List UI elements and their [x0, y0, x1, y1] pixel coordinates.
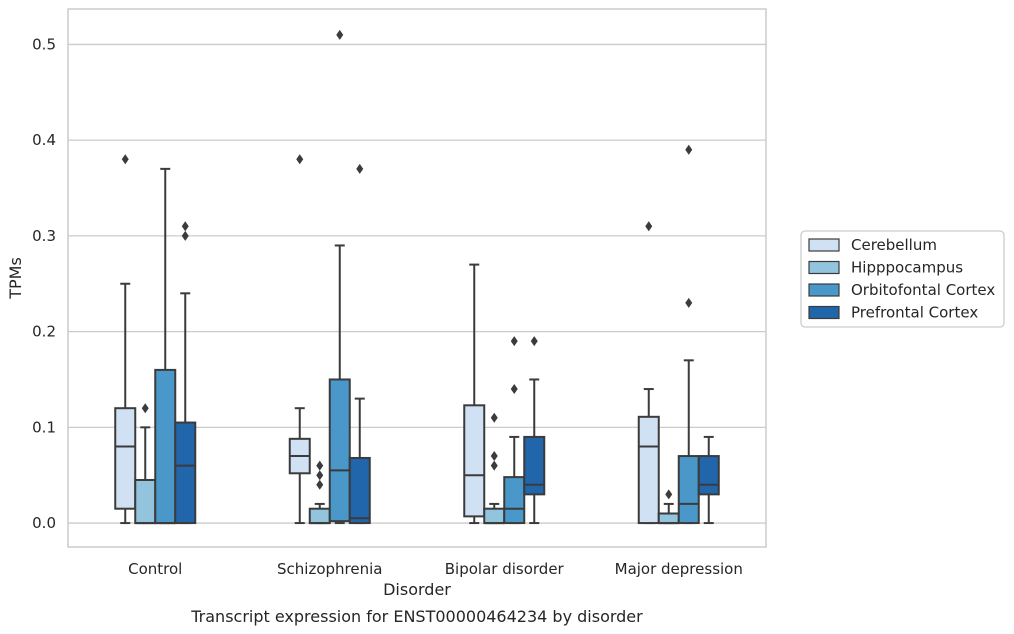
box-group	[697, 435, 720, 525]
x-axis-label: Disorder	[383, 580, 451, 599]
box-iqr	[523, 435, 546, 496]
x-tick-labels: Control Schizophrenia Bipolar disorder Majo…	[128, 560, 743, 578]
box-group	[348, 163, 371, 525]
outlier-point	[316, 470, 324, 481]
outlier-point	[665, 489, 673, 500]
box-iqr	[174, 421, 197, 525]
legend-swatch	[808, 283, 840, 297]
outlier-point	[181, 230, 189, 241]
legend: Cerebellum Hipppocampus Orbitofontal Corte…	[800, 230, 1005, 328]
box-group	[503, 336, 526, 525]
plot-area-frame	[67, 8, 767, 548]
outlier-point	[336, 29, 344, 40]
y-axis-label: TPMs	[6, 257, 25, 300]
y-tick-label: 0.2	[32, 323, 56, 341]
outlier-point	[356, 163, 364, 174]
box-iqr	[657, 512, 680, 525]
box-group	[288, 154, 311, 525]
box-group	[637, 221, 660, 525]
outlier-point	[490, 412, 498, 423]
box-iqr	[463, 404, 486, 518]
outlier-point	[510, 384, 518, 395]
box-iqr	[697, 455, 720, 496]
box-iqr	[308, 507, 331, 525]
x-tick-label: Control	[128, 560, 182, 578]
y-tick-label: 0.4	[32, 131, 56, 149]
box-group	[114, 154, 137, 525]
outlier-point	[490, 460, 498, 471]
box-group	[523, 336, 546, 525]
legend-label: Orbitofontal Cortex	[851, 281, 995, 299]
box-group	[134, 403, 157, 525]
x-tick-label: Schizophrenia	[277, 560, 382, 578]
outlier-point	[530, 336, 538, 347]
boxes	[114, 29, 720, 525]
outlier-point	[316, 460, 324, 471]
outlier-point	[490, 451, 498, 462]
outlier-point	[316, 479, 324, 490]
outlier-point	[645, 221, 653, 232]
outlier-point	[121, 154, 129, 165]
outlier-point	[181, 221, 189, 232]
box-iqr	[134, 478, 157, 525]
y-tick-label: 0.0	[32, 514, 56, 532]
legend-label: Cerebellum	[851, 236, 937, 254]
box-group	[154, 167, 177, 525]
outlier-point	[685, 297, 693, 308]
box-iqr	[114, 407, 137, 510]
legend-swatch	[808, 260, 840, 275]
y-tick-label: 0.5	[32, 35, 56, 53]
legend-frame	[800, 230, 1005, 328]
y-tick-labels: 0.0 0.1 0.2 0.3 0.4 0.5	[32, 35, 56, 532]
box-iqr	[503, 476, 526, 525]
outlier-point	[510, 336, 518, 347]
box-group	[328, 29, 351, 525]
y-tick-label: 0.1	[32, 418, 56, 436]
box-group	[308, 460, 331, 525]
legend-swatch	[808, 305, 840, 320]
box-iqr	[677, 455, 700, 525]
x-tick-label: Bipolar disorder	[445, 560, 565, 578]
outlier-point	[296, 154, 304, 165]
outlier-point	[141, 403, 149, 414]
box-iqr	[483, 507, 506, 525]
legend-swatch	[808, 238, 840, 252]
legend-label: Prefrontal Cortex	[851, 304, 978, 322]
box-group	[483, 412, 506, 525]
box-iqr	[328, 378, 351, 523]
figure-caption: Transcript expression for ENST0000046423…	[190, 607, 643, 626]
box-group	[174, 221, 197, 525]
outlier-point	[685, 144, 693, 155]
box-group	[463, 263, 486, 525]
y-tick-label: 0.3	[32, 227, 56, 245]
box-group	[677, 144, 700, 525]
x-tick-label: Major depression	[615, 560, 743, 578]
legend-label: Hipppocampus	[851, 259, 963, 277]
box-iqr	[637, 415, 660, 525]
box-iqr	[154, 368, 177, 525]
box-iqr	[348, 456, 371, 525]
box-group	[657, 489, 680, 525]
